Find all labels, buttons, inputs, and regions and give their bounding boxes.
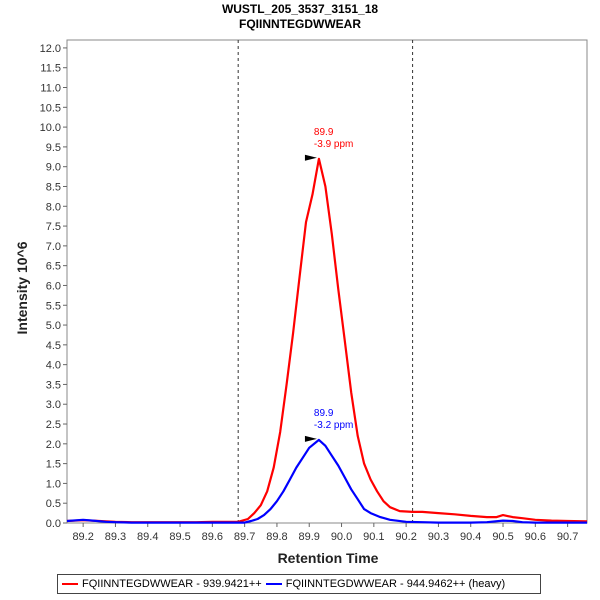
- y-tick-label: 8.0: [46, 201, 61, 213]
- y-tick-label: 4.0: [46, 360, 61, 372]
- y-tick-label: 2.5: [46, 419, 61, 431]
- y-tick-label: 0.5: [46, 498, 61, 510]
- chart-subtitle: FQIINNTEGDWWEAR: [239, 17, 361, 31]
- y-tick-label: 7.0: [46, 241, 61, 253]
- chart-title: WUSTL_205_3537_3151_18: [222, 2, 378, 16]
- plot-area: 0.0 0.5 1.0 1.5 2.0 2.5 3.0 3.5 4.0 4.5 5.0 5.5 6.0 6…: [40, 39, 588, 543]
- x-tick-label: 90.3: [428, 531, 449, 543]
- series-line-heavy: [66, 438, 587, 524]
- x-tick-label: 89.4: [137, 531, 158, 543]
- x-tick-label: 89.7: [234, 531, 255, 543]
- y-tick-label: 1.0: [46, 478, 61, 490]
- peak-rt-label: 89.9: [314, 408, 334, 419]
- x-tick-label: 89.6: [202, 531, 223, 543]
- legend-label-heavy: FQIINNTEGDWWEAR - 944.9462++ (heavy): [285, 578, 506, 590]
- y-tick-label: 6.5: [46, 261, 61, 273]
- y-tick-label: 9.5: [46, 142, 61, 154]
- peak-ppm-label: -3.2 ppm: [314, 420, 353, 431]
- x-tick-label: 90.1: [363, 531, 384, 543]
- y-tick-label: 3.0: [46, 399, 61, 411]
- x-axis-label: Retention Time: [278, 550, 379, 566]
- y-tick-label: 10.0: [40, 122, 61, 134]
- y-tick-label: 4.5: [46, 340, 61, 352]
- peak-rt-label: 89.9: [314, 127, 334, 138]
- peak-marker: [304, 435, 317, 442]
- legend: FQIINNTEGDWWEAR - 939.9421++ FQIINNTEGDW…: [57, 574, 541, 594]
- legend-item-heavy: FQIINNTEGDWWEAR - 944.9462++ (heavy): [265, 578, 506, 590]
- x-tick-label: 89.5: [169, 531, 190, 543]
- x-tick-label: 89.8: [266, 531, 287, 543]
- x-tick-label: 90.4: [460, 531, 481, 543]
- y-tick-label: 0.0: [46, 518, 61, 530]
- y-tick-label: 10.5: [40, 102, 61, 114]
- y-tick-label: 7.5: [46, 221, 61, 233]
- x-tick-label: 90.0: [331, 531, 352, 543]
- legend-swatch-light: [62, 583, 78, 585]
- y-tick-label: 11.5: [40, 63, 61, 75]
- y-tick-label: 12.0: [40, 43, 61, 55]
- y-axis-label: Intensity 10^6: [14, 241, 30, 334]
- y-tick-label: 6.0: [46, 280, 61, 292]
- y-tick-label: 5.5: [46, 300, 61, 312]
- plot-frame: [66, 39, 588, 524]
- y-tick-label: 1.5: [46, 459, 61, 471]
- peak-ppm-label: -3.9 ppm: [314, 139, 353, 150]
- x-tick-label: 90.7: [557, 531, 578, 543]
- x-tick-label: 89.9: [299, 531, 320, 543]
- y-tick-label: 8.5: [46, 181, 61, 193]
- y-tick-label: 9.0: [46, 162, 61, 174]
- legend-item-light: FQIINNTEGDWWEAR - 939.9421++: [62, 578, 262, 590]
- x-tick-label: 89.2: [72, 531, 93, 543]
- y-tick-label: 2.0: [46, 439, 61, 451]
- x-tick-label: 89.3: [105, 531, 126, 543]
- x-tick-label: 90.5: [492, 531, 513, 543]
- x-tick-label: 90.6: [525, 531, 546, 543]
- peak-marker: [304, 154, 317, 161]
- y-tick-label: 11.0: [40, 83, 61, 95]
- legend-swatch-heavy: [265, 583, 282, 585]
- y-tick-label: 3.5: [46, 379, 61, 391]
- x-tick-label: 90.2: [395, 531, 416, 543]
- legend-label-light: FQIINNTEGDWWEAR - 939.9421++: [82, 578, 262, 590]
- y-tick-label: 5.0: [46, 320, 61, 332]
